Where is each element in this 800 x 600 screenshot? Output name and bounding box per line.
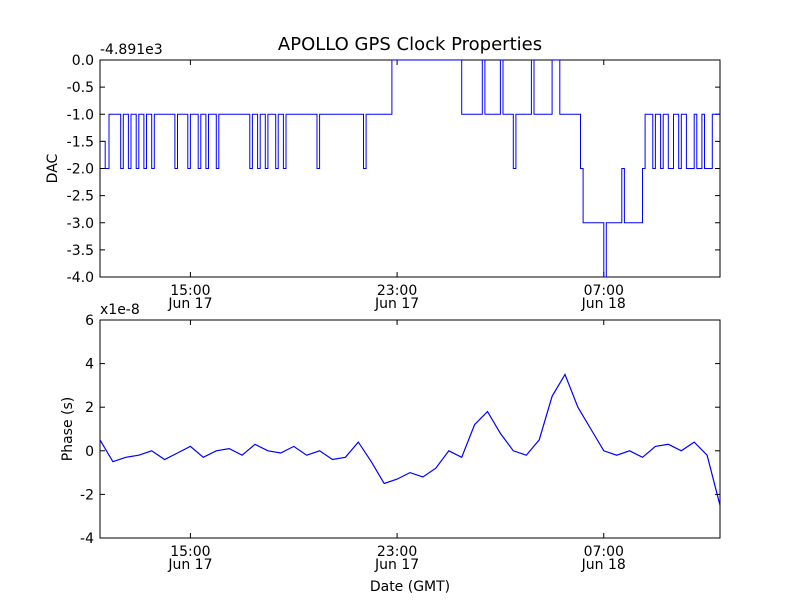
phase-ytick-label: -2	[80, 487, 94, 503]
phase-offset-label: x1e-8	[100, 302, 140, 318]
phase-series-line	[100, 373, 720, 506]
dac-xtick-time: 07:00	[584, 283, 624, 299]
phase-ytick-label: 6	[85, 313, 94, 329]
dac-xtick-date: Jun 17	[167, 296, 212, 312]
phase-ytick-label: 2	[85, 400, 94, 416]
phase-xtick-time: 15:00	[170, 544, 210, 560]
figure-title: APOLLO GPS Clock Properties	[278, 34, 542, 55]
dac-ytick-label: -1.5	[67, 134, 94, 150]
dac-xtick-date: Jun 17	[374, 296, 419, 312]
dac-ytick-label: -3.0	[67, 216, 94, 232]
dac-y-axis-label: DAC	[45, 153, 61, 183]
dac-ytick-label: -0.5	[67, 80, 94, 96]
dac-series-line	[100, 60, 720, 277]
dac-chart: 0.0 -0.5 -1.0 -1.5 -2.0 -2.5 -3.0 -3.5 -4.0 15:00…	[45, 42, 721, 312]
phase-ytick-label: -4	[80, 531, 94, 547]
dac-ytick-label: -2.0	[67, 162, 94, 178]
phase-ytick-label: 0	[85, 444, 94, 460]
phase-xtick-date: Jun 17	[167, 557, 212, 573]
dac-ytick-label: 0.0	[72, 53, 94, 69]
dac-xtick-time: 23:00	[377, 283, 417, 299]
dac-ytick-label: -3.5	[67, 243, 94, 259]
dac-ytick-label: -2.5	[67, 189, 94, 205]
phase-y-axis-label: Phase (s)	[60, 397, 76, 461]
phase-plot-frame	[99, 319, 721, 539]
dac-ytick-label: -1.0	[67, 107, 94, 123]
x-axis-label: Date (GMT)	[370, 579, 450, 595]
phase-ytick-label: 4	[85, 357, 94, 373]
phase-xtick-time: 23:00	[377, 544, 417, 560]
dac-plot-frame	[99, 59, 721, 278]
phase-xtick-date: Jun 17	[374, 557, 419, 573]
dac-xtick-date: Jun 18	[581, 296, 626, 312]
dac-xtick-time: 15:00	[170, 283, 210, 299]
dac-ytick-label: -4.0	[67, 270, 94, 286]
phase-xtick-date: Jun 18	[581, 557, 626, 573]
dac-offset-label: -4.891e3	[100, 42, 163, 58]
phase-xtick-time: 07:00	[584, 544, 624, 560]
